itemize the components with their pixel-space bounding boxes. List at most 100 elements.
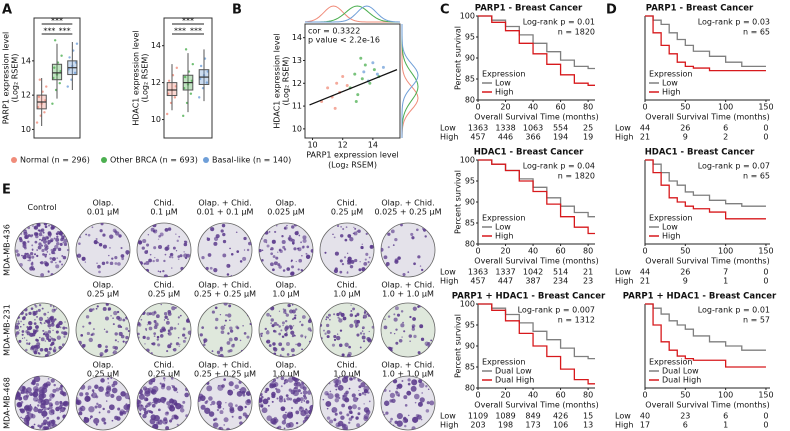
- colony: [281, 347, 285, 351]
- colony: [337, 333, 339, 335]
- colony: [43, 422, 47, 426]
- colony: [142, 386, 148, 391]
- colony: [297, 268, 300, 271]
- colony: [389, 420, 392, 423]
- colony: [343, 392, 348, 397]
- colony: [31, 332, 36, 337]
- colony: [49, 304, 52, 307]
- colony: [171, 267, 173, 269]
- colony: [28, 257, 30, 259]
- colony: [38, 242, 42, 246]
- colony: [393, 313, 396, 316]
- colony: [157, 398, 162, 403]
- column-header: 0.25 µM: [148, 290, 180, 299]
- colony: [210, 403, 212, 406]
- colony: [338, 318, 341, 320]
- colony: [164, 411, 169, 416]
- colonies: [381, 223, 427, 277]
- colony: [109, 247, 111, 249]
- colony: [266, 415, 273, 421]
- row-label: MDA-MB-436: [3, 224, 12, 276]
- legend-label: High: [495, 88, 513, 97]
- legend-label: Low: [662, 223, 678, 232]
- colony: [49, 253, 51, 256]
- colony: [46, 416, 50, 420]
- colony: [151, 403, 156, 408]
- colony: [301, 348, 303, 351]
- colony: [145, 398, 149, 401]
- legend-label: Dual Low: [495, 367, 532, 376]
- colony: [403, 395, 408, 400]
- colony: [429, 400, 435, 406]
- colony: [395, 341, 399, 345]
- colony: [145, 268, 150, 273]
- colony: [381, 247, 384, 252]
- colony: [31, 244, 34, 247]
- risk-count: 44: [640, 124, 650, 133]
- colony: [227, 349, 231, 353]
- colony: [64, 321, 66, 323]
- colony: [111, 383, 115, 388]
- colony: [271, 400, 274, 403]
- colony: [37, 351, 40, 355]
- colony: [148, 326, 153, 331]
- colony: [15, 396, 19, 400]
- colony: [165, 246, 170, 251]
- colony: [283, 399, 286, 403]
- colony: [41, 248, 45, 253]
- colony: [32, 225, 34, 227]
- colony: [164, 315, 168, 319]
- colony: [412, 416, 419, 423]
- colony: [50, 378, 55, 383]
- colony: [413, 334, 417, 339]
- colony: [36, 342, 41, 347]
- data-point: [375, 72, 379, 76]
- colony: [82, 325, 85, 328]
- colony: [153, 332, 157, 335]
- colony: [430, 339, 433, 342]
- risk-count: 849: [525, 412, 540, 421]
- colony: [395, 390, 398, 394]
- colony: [63, 335, 66, 338]
- data-point: [359, 56, 363, 60]
- colony: [33, 423, 36, 426]
- colony: [117, 341, 119, 343]
- risk-count: 1: [723, 421, 728, 430]
- colony: [149, 253, 152, 256]
- colony: [351, 393, 356, 398]
- annotation: Log-rank p = 0.03: [698, 18, 770, 27]
- colony: [183, 251, 185, 253]
- risk-count: 21: [583, 268, 593, 277]
- colony: [65, 326, 67, 329]
- colony: [44, 225, 48, 229]
- significance-label: ***: [190, 27, 202, 36]
- panel-label: A: [2, 3, 12, 18]
- survival-curve: [645, 303, 766, 351]
- colony: [173, 327, 177, 330]
- colonies: [322, 376, 371, 430]
- colony: [59, 386, 63, 391]
- colony: [31, 255, 35, 259]
- colony: [59, 406, 66, 413]
- colony: [396, 313, 401, 317]
- colony: [24, 252, 28, 256]
- colony: [222, 253, 227, 258]
- colony: [46, 336, 50, 341]
- data-point: [73, 71, 77, 75]
- colony: [84, 395, 91, 402]
- colony: [52, 412, 55, 415]
- colonies: [15, 223, 69, 277]
- chart-title: PARP1 + HDAC1 - Breast Cancer: [452, 292, 606, 302]
- colony: [302, 245, 305, 248]
- risk-count: 198: [498, 421, 513, 430]
- colony: [281, 321, 285, 325]
- colony: [107, 377, 110, 380]
- column-header: Chid.: [154, 361, 175, 370]
- colony: [288, 388, 292, 392]
- colony: [398, 339, 403, 343]
- colony: [147, 234, 149, 236]
- colony: [47, 239, 52, 244]
- colony: [297, 389, 301, 393]
- colony: [172, 385, 176, 389]
- colony: [363, 414, 369, 420]
